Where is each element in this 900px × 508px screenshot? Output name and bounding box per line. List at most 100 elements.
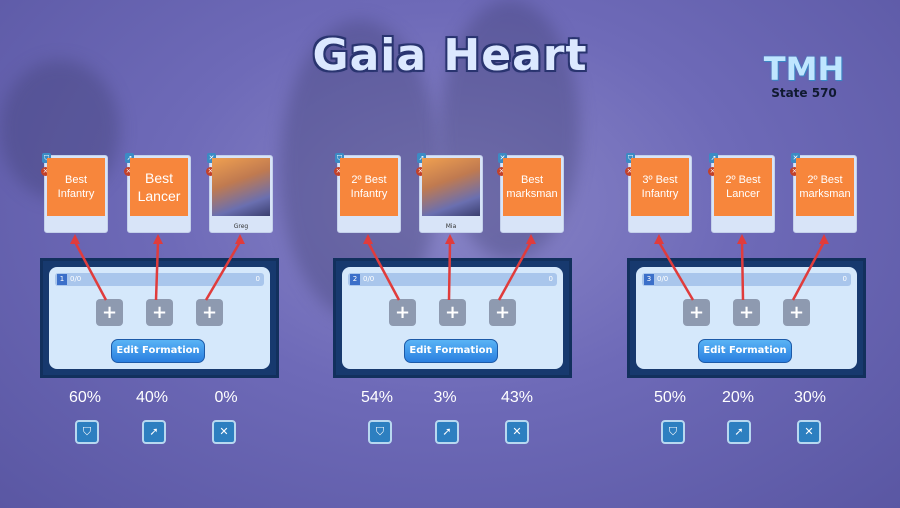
lance-icon: ➚ [142,420,166,444]
hero-card[interactable]: ✕ × Greg [206,153,273,233]
lance-icon: ➚ [709,153,718,163]
add-hero-slot[interactable]: + [439,299,466,326]
arrow [204,241,242,301]
crossbow-icon: ✕ [498,153,507,163]
hero-card[interactable]: ➚ ×2º Best Lancer [708,153,775,233]
power-value: 0 [842,275,847,283]
hero-card[interactable]: ⛉ ×Best Infantry [41,153,108,233]
shield-icon: ⛉ [42,153,51,163]
formation-header: 3 0/0 0 [642,273,851,286]
add-hero-slot[interactable]: + [96,299,123,326]
shield-icon: ⛉ [75,420,99,444]
edit-formation-button[interactable]: Edit Formation [698,339,792,363]
arrow [366,241,401,301]
arrow-head [153,234,163,244]
lance-icon: ➚ [125,153,134,163]
lance-icon: ➚ [417,153,426,163]
troop-ratio: 50% [653,389,687,406]
troop-ratio: 60% [68,389,102,406]
arrow [497,241,533,301]
hero-placeholder-label: 2º Best Infantry [340,158,398,216]
lance-icon: ➚ [435,420,459,444]
troop-ratio: 20% [721,389,755,406]
arrow-head [445,234,455,244]
add-hero-slot[interactable]: + [196,299,223,326]
formation-header: 2 0/0 0 [348,273,557,286]
remove-icon[interactable]: × [334,167,343,176]
arrow [740,241,745,301]
add-hero-slot[interactable]: + [733,299,760,326]
arrow-head [70,234,80,244]
troop-ratio: 40% [135,389,169,406]
add-hero-slot[interactable]: + [389,299,416,326]
arrow [154,241,160,301]
arrow-head [654,234,664,244]
add-hero-slot[interactable]: + [783,299,810,326]
power-value: 0 [255,275,260,283]
arrow-head [737,234,747,244]
crossbow-icon: ✕ [212,420,236,444]
crossbow-icon: ✕ [797,420,821,444]
hero-name: Mia [445,223,457,230]
arrow [657,241,695,301]
arrow-head [235,234,245,244]
shield-icon: ⛉ [368,420,392,444]
hero-card[interactable]: ✕ ×Best marksman [497,153,564,233]
remove-icon[interactable]: × [497,167,506,176]
remove-icon[interactable]: × [206,167,215,176]
shield-icon: ⛉ [335,153,344,163]
troop-ratio: 0% [214,389,238,406]
arrow [447,241,452,301]
troop-ratio: 30% [793,389,827,406]
remove-icon[interactable]: × [41,167,50,176]
hero-placeholder-label: Best marksman [503,158,561,216]
troop-count: 0/0 [363,275,375,283]
logo-text: TMH [763,50,845,88]
add-hero-slot[interactable]: + [146,299,173,326]
shield-icon: ⛉ [661,420,685,444]
hero-card[interactable]: ✕ ×2º Best marksman [790,153,857,233]
add-hero-slot[interactable]: + [489,299,516,326]
formation-panel: 1 0/0 0 + + + Edit Formation [40,258,279,378]
remove-icon[interactable]: × [625,167,634,176]
arrow-head [819,234,829,244]
hero-portrait [422,158,480,216]
crossbow-icon: ✕ [505,420,529,444]
crossbow-icon: ✕ [207,153,216,163]
hero-portrait [212,158,270,216]
troop-count: 0/0 [70,275,82,283]
troop-ratio: 54% [360,389,394,406]
troop-ratio: 43% [500,389,534,406]
shield-icon: ⛉ [626,153,635,163]
crossbow-icon: ✕ [791,153,800,163]
arrow-head [526,234,536,244]
formation-header: 1 0/0 0 [55,273,264,286]
arrow [73,241,108,301]
remove-icon[interactable]: × [790,167,799,176]
formation-number: 1 [57,274,67,285]
hero-placeholder-label: 3º Best Infantry [631,158,689,216]
page-title: Gaia Heart [312,30,588,81]
hero-placeholder-label: Best Infantry [47,158,105,216]
troop-count: 0/0 [657,275,669,283]
add-hero-slot[interactable]: + [683,299,710,326]
edit-formation-button[interactable]: Edit Formation [111,339,205,363]
logo: TMH State 570 [758,50,850,100]
edit-formation-button[interactable]: Edit Formation [404,339,498,363]
hero-card[interactable]: ➚ × Mia [416,153,483,233]
hero-card[interactable]: ⛉ ×3º Best Infantry [625,153,692,233]
hero-placeholder-label: Best Lancer [130,158,188,216]
lance-icon: ➚ [727,420,751,444]
formation-panel: 2 0/0 0 + + + Edit Formation [333,258,572,378]
remove-icon[interactable]: × [708,167,717,176]
remove-icon[interactable]: × [416,167,425,176]
remove-icon[interactable]: × [124,167,133,176]
power-value: 0 [548,275,553,283]
hero-card[interactable]: ➚ ×Best Lancer [124,153,191,233]
formation-number: 3 [644,274,654,285]
hero-card[interactable]: ⛉ ×2º Best Infantry [334,153,401,233]
hero-placeholder-label: 2º Best Lancer [714,158,772,216]
formation-number: 2 [350,274,360,285]
